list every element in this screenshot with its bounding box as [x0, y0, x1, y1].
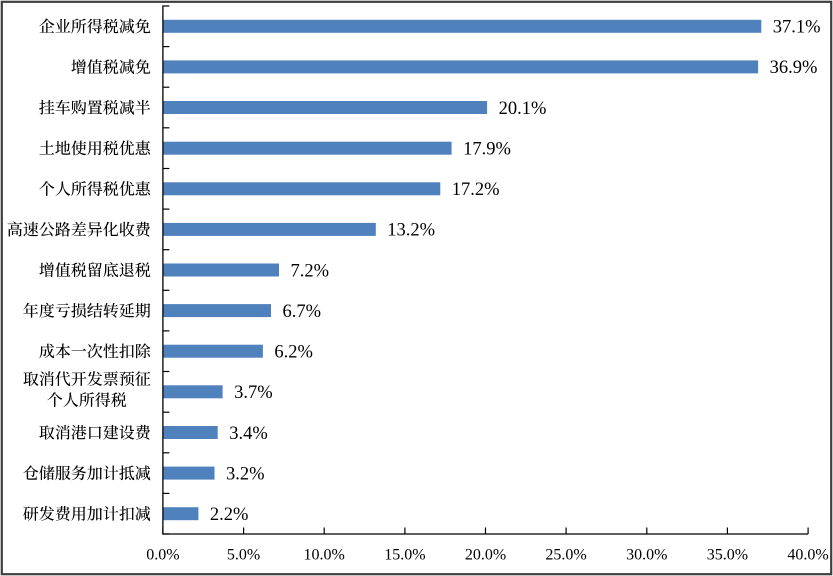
svg-text:35.0%: 35.0%	[707, 547, 748, 564]
svg-text:17.2%: 17.2%	[452, 180, 500, 200]
svg-text:7.2%: 7.2%	[291, 261, 330, 281]
svg-text:37.1%: 37.1%	[773, 18, 821, 38]
svg-text:6.2%: 6.2%	[274, 343, 313, 363]
svg-text:3.2%: 3.2%	[226, 464, 265, 484]
svg-text:20.1%: 20.1%	[499, 99, 547, 119]
svg-text:0.0%: 0.0%	[146, 547, 179, 564]
svg-text:3.4%: 3.4%	[229, 424, 268, 444]
svg-text:30.0%: 30.0%	[626, 547, 667, 564]
svg-text:5.0%: 5.0%	[227, 547, 260, 564]
svg-text:3.7%: 3.7%	[234, 383, 273, 403]
svg-text:25.0%: 25.0%	[545, 547, 586, 564]
svg-text:40.0%: 40.0%	[787, 547, 828, 564]
svg-text:17.9%: 17.9%	[463, 140, 511, 160]
svg-text:6.7%: 6.7%	[283, 302, 322, 322]
svg-text:15.0%: 15.0%	[384, 547, 425, 564]
svg-text:13.2%: 13.2%	[387, 221, 435, 241]
svg-text:2.2%: 2.2%	[210, 505, 249, 525]
svg-text:20.0%: 20.0%	[465, 547, 506, 564]
svg-text:10.0%: 10.0%	[304, 547, 345, 564]
svg-text:36.9%: 36.9%	[770, 58, 818, 78]
